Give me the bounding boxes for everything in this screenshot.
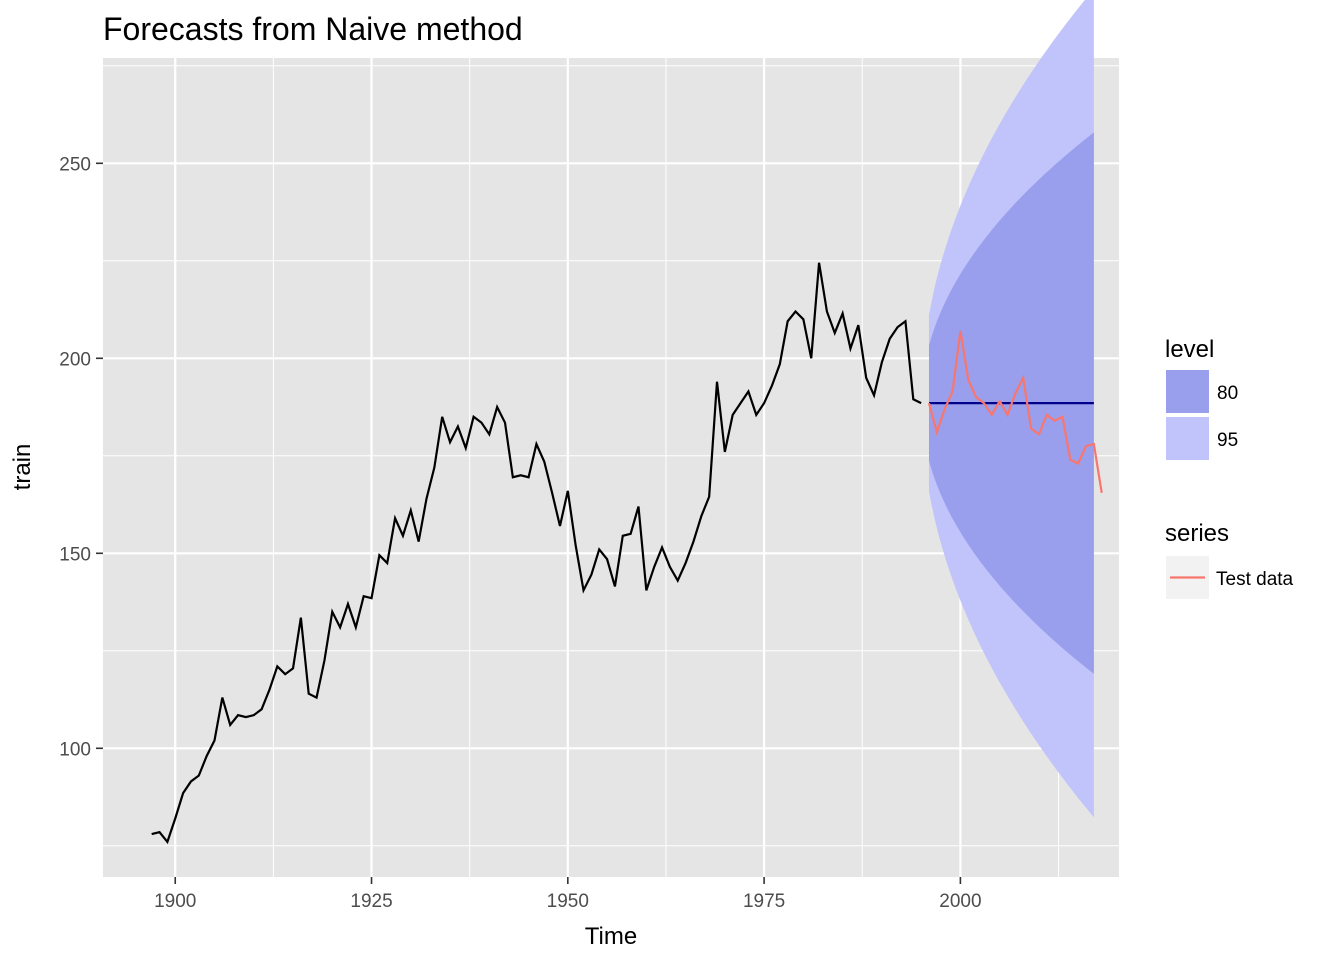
legend-label-test-data: Test data bbox=[1216, 569, 1294, 590]
test-data-series-line bbox=[927, 330, 1103, 494]
x-axis-title: Time bbox=[585, 923, 637, 950]
legend: level 80 95 series Test data bbox=[1165, 336, 1294, 599]
y-axis: 100 150 200 250 bbox=[59, 154, 103, 760]
y-tick-label-200: 200 bbox=[59, 349, 91, 370]
x-tick-label-1975: 1975 bbox=[743, 891, 785, 912]
y-axis-title: train bbox=[9, 444, 36, 491]
grid-minor bbox=[103, 58, 1119, 877]
x-tick-label-1925: 1925 bbox=[350, 891, 392, 912]
x-tick-label-1900: 1900 bbox=[154, 891, 196, 912]
legend-series-title: series bbox=[1165, 520, 1229, 547]
legend-key-95 bbox=[1166, 417, 1209, 460]
train-series-line bbox=[151, 262, 922, 845]
legend-label-95: 95 bbox=[1217, 430, 1238, 451]
y-tick-label-250: 250 bbox=[59, 154, 91, 175]
y-tick-label-100: 100 bbox=[59, 739, 91, 760]
y-tick-label-150: 150 bbox=[59, 544, 91, 565]
x-tick-label-1950: 1950 bbox=[547, 891, 589, 912]
legend-level-title: level bbox=[1165, 336, 1214, 363]
chart-title: Forecasts from Naive method bbox=[103, 11, 523, 47]
legend-label-80: 80 bbox=[1217, 383, 1238, 404]
legend-key-80 bbox=[1166, 370, 1209, 413]
x-tick-label-2000: 2000 bbox=[939, 891, 981, 912]
x-axis: 1900 1925 1950 1975 2000 bbox=[154, 877, 982, 912]
